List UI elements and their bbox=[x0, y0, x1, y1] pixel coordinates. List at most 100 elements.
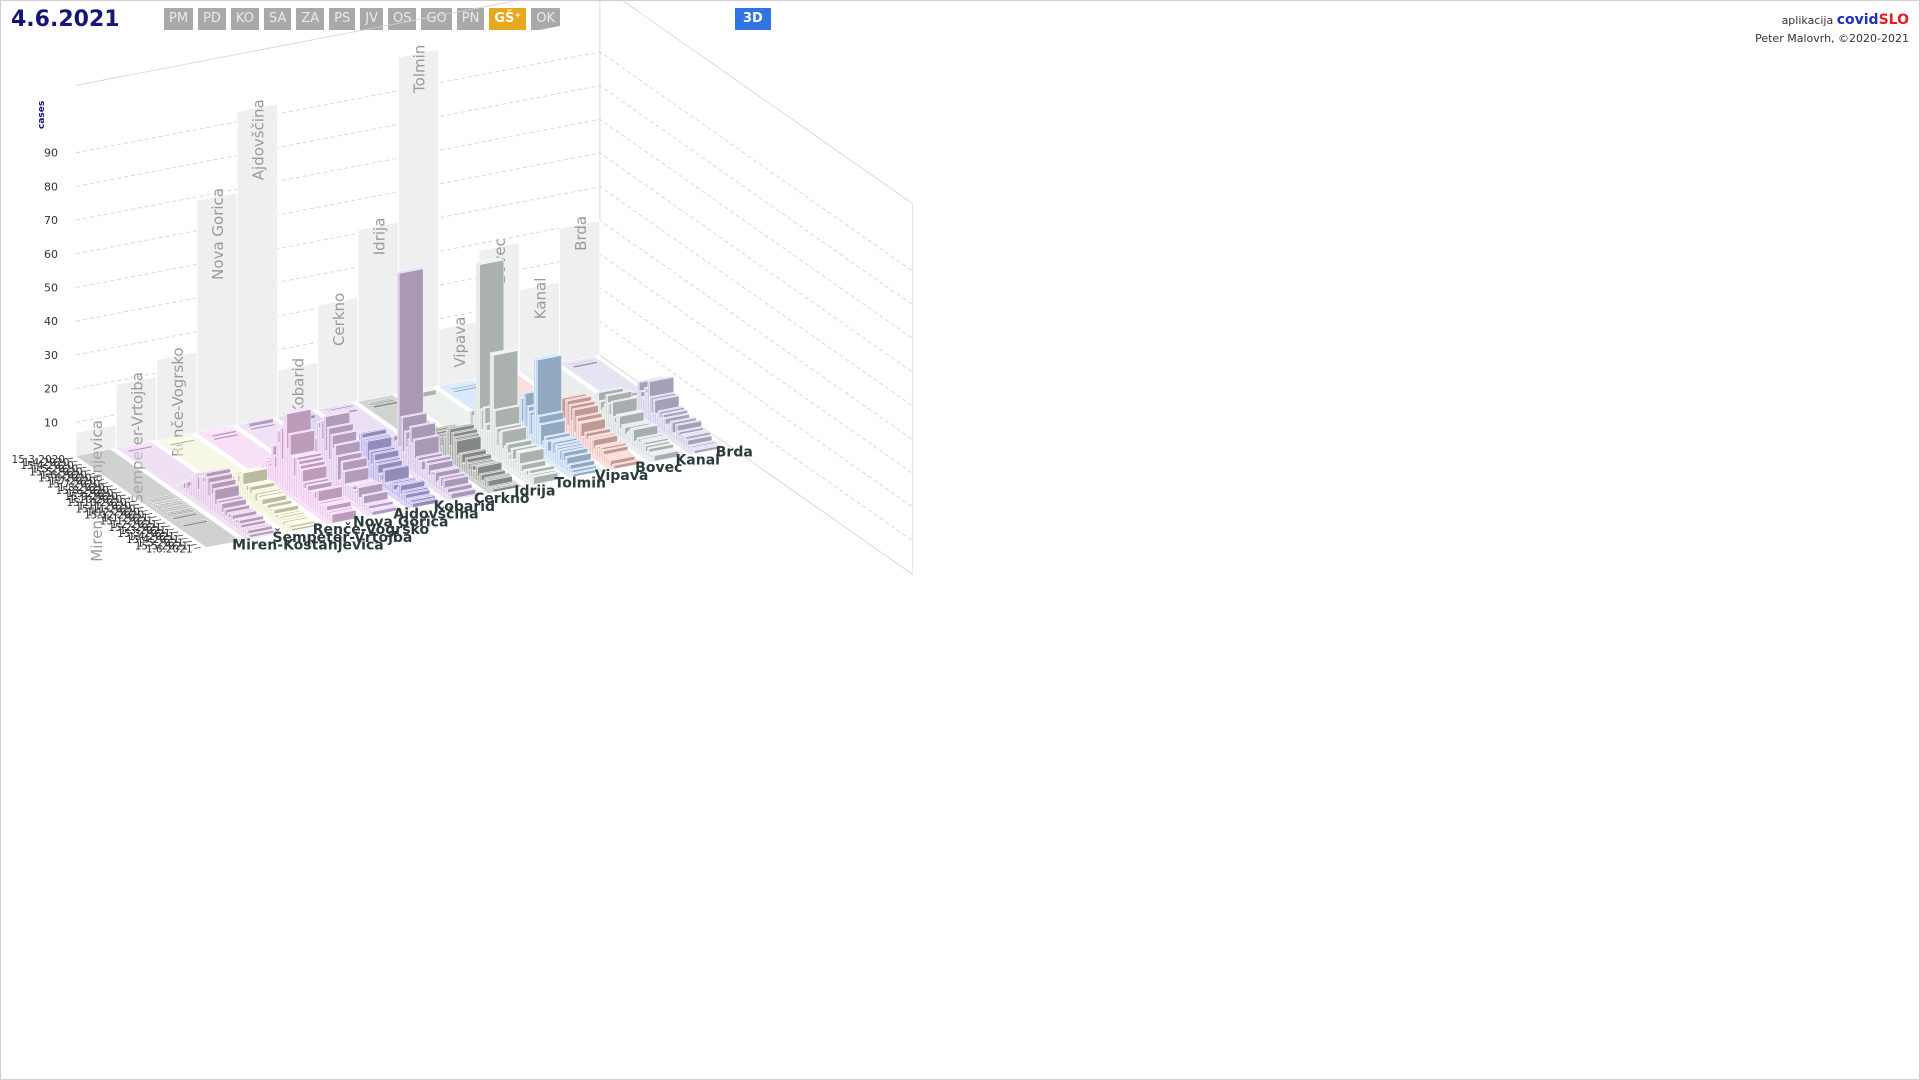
back-municipality-label: Kanal bbox=[532, 278, 550, 320]
y-tick-label: 40 bbox=[44, 315, 58, 328]
date-tick-label: 15.4.2020 bbox=[20, 460, 73, 472]
back-municipality-label: Brda bbox=[572, 216, 590, 251]
back-municipality-label: Renče-Vogrsko bbox=[169, 347, 187, 457]
date-tick-label: 1.4.2020 bbox=[23, 457, 70, 469]
date-tick-label: 15.3.2020 bbox=[12, 454, 65, 466]
tab-1[interactable]: PD bbox=[198, 8, 226, 30]
date-tick-label: 15.11.2020 bbox=[75, 503, 135, 515]
bar-cerkno bbox=[448, 487, 476, 500]
date-tick-label: 1.9.2020 bbox=[67, 488, 114, 500]
municipality-label: Ajdovščina bbox=[393, 507, 478, 523]
brand-block: aplikacija covidSLO Peter Malovrh, ©2020… bbox=[1755, 11, 1909, 48]
bar-ren-e-vogrsko bbox=[167, 437, 195, 447]
bar-kanal bbox=[652, 449, 680, 462]
municipality-axis: Miren-KostanjevicaŠempeter-VrtojbaRenče-… bbox=[232, 445, 753, 554]
back-municipality-label: Idrija bbox=[370, 218, 388, 256]
tab-11[interactable]: OK bbox=[531, 8, 561, 30]
date-tick-label: 1.11.2020 bbox=[78, 500, 131, 512]
tab-9[interactable]: PN bbox=[456, 8, 485, 30]
date-tick-label: 1.6.2021 bbox=[146, 543, 193, 555]
date-tick-label: 1.4.2021 bbox=[128, 531, 175, 543]
tab-3[interactable]: SA bbox=[263, 8, 292, 30]
brand-prefix: aplikacija bbox=[1781, 14, 1834, 27]
municipality-label: Šempeter-Vrtojba bbox=[272, 528, 412, 546]
bar-bovec bbox=[611, 459, 639, 470]
view-3d-button[interactable]: 3D bbox=[735, 8, 771, 30]
date-tick-label: 1.12.2020 bbox=[86, 506, 139, 518]
y-axis-label: cases bbox=[37, 101, 47, 129]
tab-10[interactable]: GŠ⁺ bbox=[489, 8, 527, 30]
date-tick-label: 15.5.2021 bbox=[135, 540, 188, 552]
brand-slo[interactable]: SLO bbox=[1878, 12, 1909, 28]
brand-covid[interactable]: covid bbox=[1836, 12, 1879, 28]
back-municipality-label: Ajdovščina bbox=[249, 99, 267, 180]
bar--empeter-vrtojba bbox=[247, 528, 275, 538]
y-tick-label: 20 bbox=[44, 383, 58, 396]
date-tick-label: 1.2.2021 bbox=[111, 519, 158, 531]
bar-brda bbox=[692, 444, 720, 454]
bar-kobarid bbox=[410, 497, 438, 508]
date-tick-label: 15.9.2020 bbox=[64, 491, 117, 503]
back-municipality-label: Cerkno bbox=[330, 293, 348, 346]
y-tick-label: 50 bbox=[44, 282, 58, 295]
bar-nova-gorica bbox=[211, 432, 239, 441]
date-tick-label: 1.3.2021 bbox=[119, 525, 166, 537]
tab-4[interactable]: ZA bbox=[296, 8, 325, 30]
y-tick-label: 10 bbox=[44, 416, 58, 429]
y-tick-label: 30 bbox=[44, 349, 58, 362]
y-tick-label: 70 bbox=[44, 214, 58, 227]
date-tick-label: 1.10.2020 bbox=[69, 494, 122, 506]
bar-ren-e-vogrsko bbox=[289, 522, 317, 532]
municipality-label: Kobarid bbox=[434, 499, 495, 515]
bar-ajdov-ina bbox=[370, 505, 397, 516]
date-tick-label: 15.12.2020 bbox=[84, 510, 144, 522]
date-tick-label: 1.7.2020 bbox=[49, 476, 96, 488]
brand-author: Peter Malovrh, ©2020-2021 bbox=[1755, 32, 1909, 45]
y-tick-label: 80 bbox=[44, 180, 58, 193]
municipality-label: Cerkno bbox=[474, 491, 530, 507]
date-tick-label: 15.2.2021 bbox=[108, 522, 161, 534]
date-tick-label: 15.3.2021 bbox=[117, 528, 170, 540]
municipality-label: Brda bbox=[716, 445, 753, 461]
municipality-label: Renče-Vogrsko bbox=[313, 522, 430, 538]
chart-bars bbox=[76, 257, 725, 548]
date-axis: 15.3.20201.4.202015.4.20201.5.202015.5.2… bbox=[12, 454, 201, 555]
tab-2[interactable]: KO bbox=[230, 8, 259, 30]
back-municipality-label: Nova Gorica bbox=[209, 188, 227, 280]
date-tick-label: 15.5.2020 bbox=[29, 466, 82, 478]
bar-miren-kostanjevica bbox=[181, 518, 209, 528]
bar-idrija bbox=[491, 483, 518, 493]
bar-tolmin bbox=[531, 471, 559, 485]
bar-brda bbox=[570, 359, 598, 369]
back-municipality-label: Tolmin bbox=[411, 45, 429, 94]
municipality-label: Idrija bbox=[514, 483, 555, 499]
region-tabs: PM PD KO SA ZA PS JV OS GO PN GŠ⁺ OK bbox=[164, 8, 561, 30]
municipality-label: Tolmin bbox=[555, 476, 606, 492]
date-tick-label: 15.7.2020 bbox=[47, 479, 100, 491]
back-municipality-label: Kobarid bbox=[290, 358, 308, 415]
tab-7[interactable]: OS bbox=[388, 8, 417, 30]
date-tick-label: 1.5.2021 bbox=[137, 537, 184, 549]
tab-6[interactable]: JV bbox=[360, 8, 383, 30]
date-tick-label: 1.8.2020 bbox=[58, 482, 105, 494]
bar-miren-kostanjevica bbox=[170, 511, 198, 520]
back-municipality-label: Vipava bbox=[451, 317, 469, 368]
date-tick-label: 15.8.2020 bbox=[56, 485, 109, 497]
date-tick-label: 15.1.2021 bbox=[100, 516, 153, 528]
municipality-label: Kanal bbox=[675, 452, 720, 468]
tab-5[interactable]: PS bbox=[329, 8, 356, 30]
y-tick-label: 90 bbox=[44, 147, 58, 160]
date-title: 4.6.2021 bbox=[11, 7, 120, 32]
municipality-label: Miren-Kostanjevica bbox=[232, 538, 384, 554]
municipality-label: Bovec bbox=[635, 460, 682, 476]
date-tick-label: 1.1.2021 bbox=[102, 513, 149, 525]
municipality-label: Vipava bbox=[595, 468, 648, 484]
date-tick-label: 15.4.2021 bbox=[126, 534, 179, 546]
bar-nova-gorica bbox=[329, 508, 357, 524]
date-tick-label: 1.6.2020 bbox=[40, 469, 87, 481]
tab-0[interactable]: PM bbox=[164, 8, 194, 30]
y-tick-label: 60 bbox=[44, 248, 58, 261]
date-tick-label: 15.6.2020 bbox=[38, 473, 91, 485]
